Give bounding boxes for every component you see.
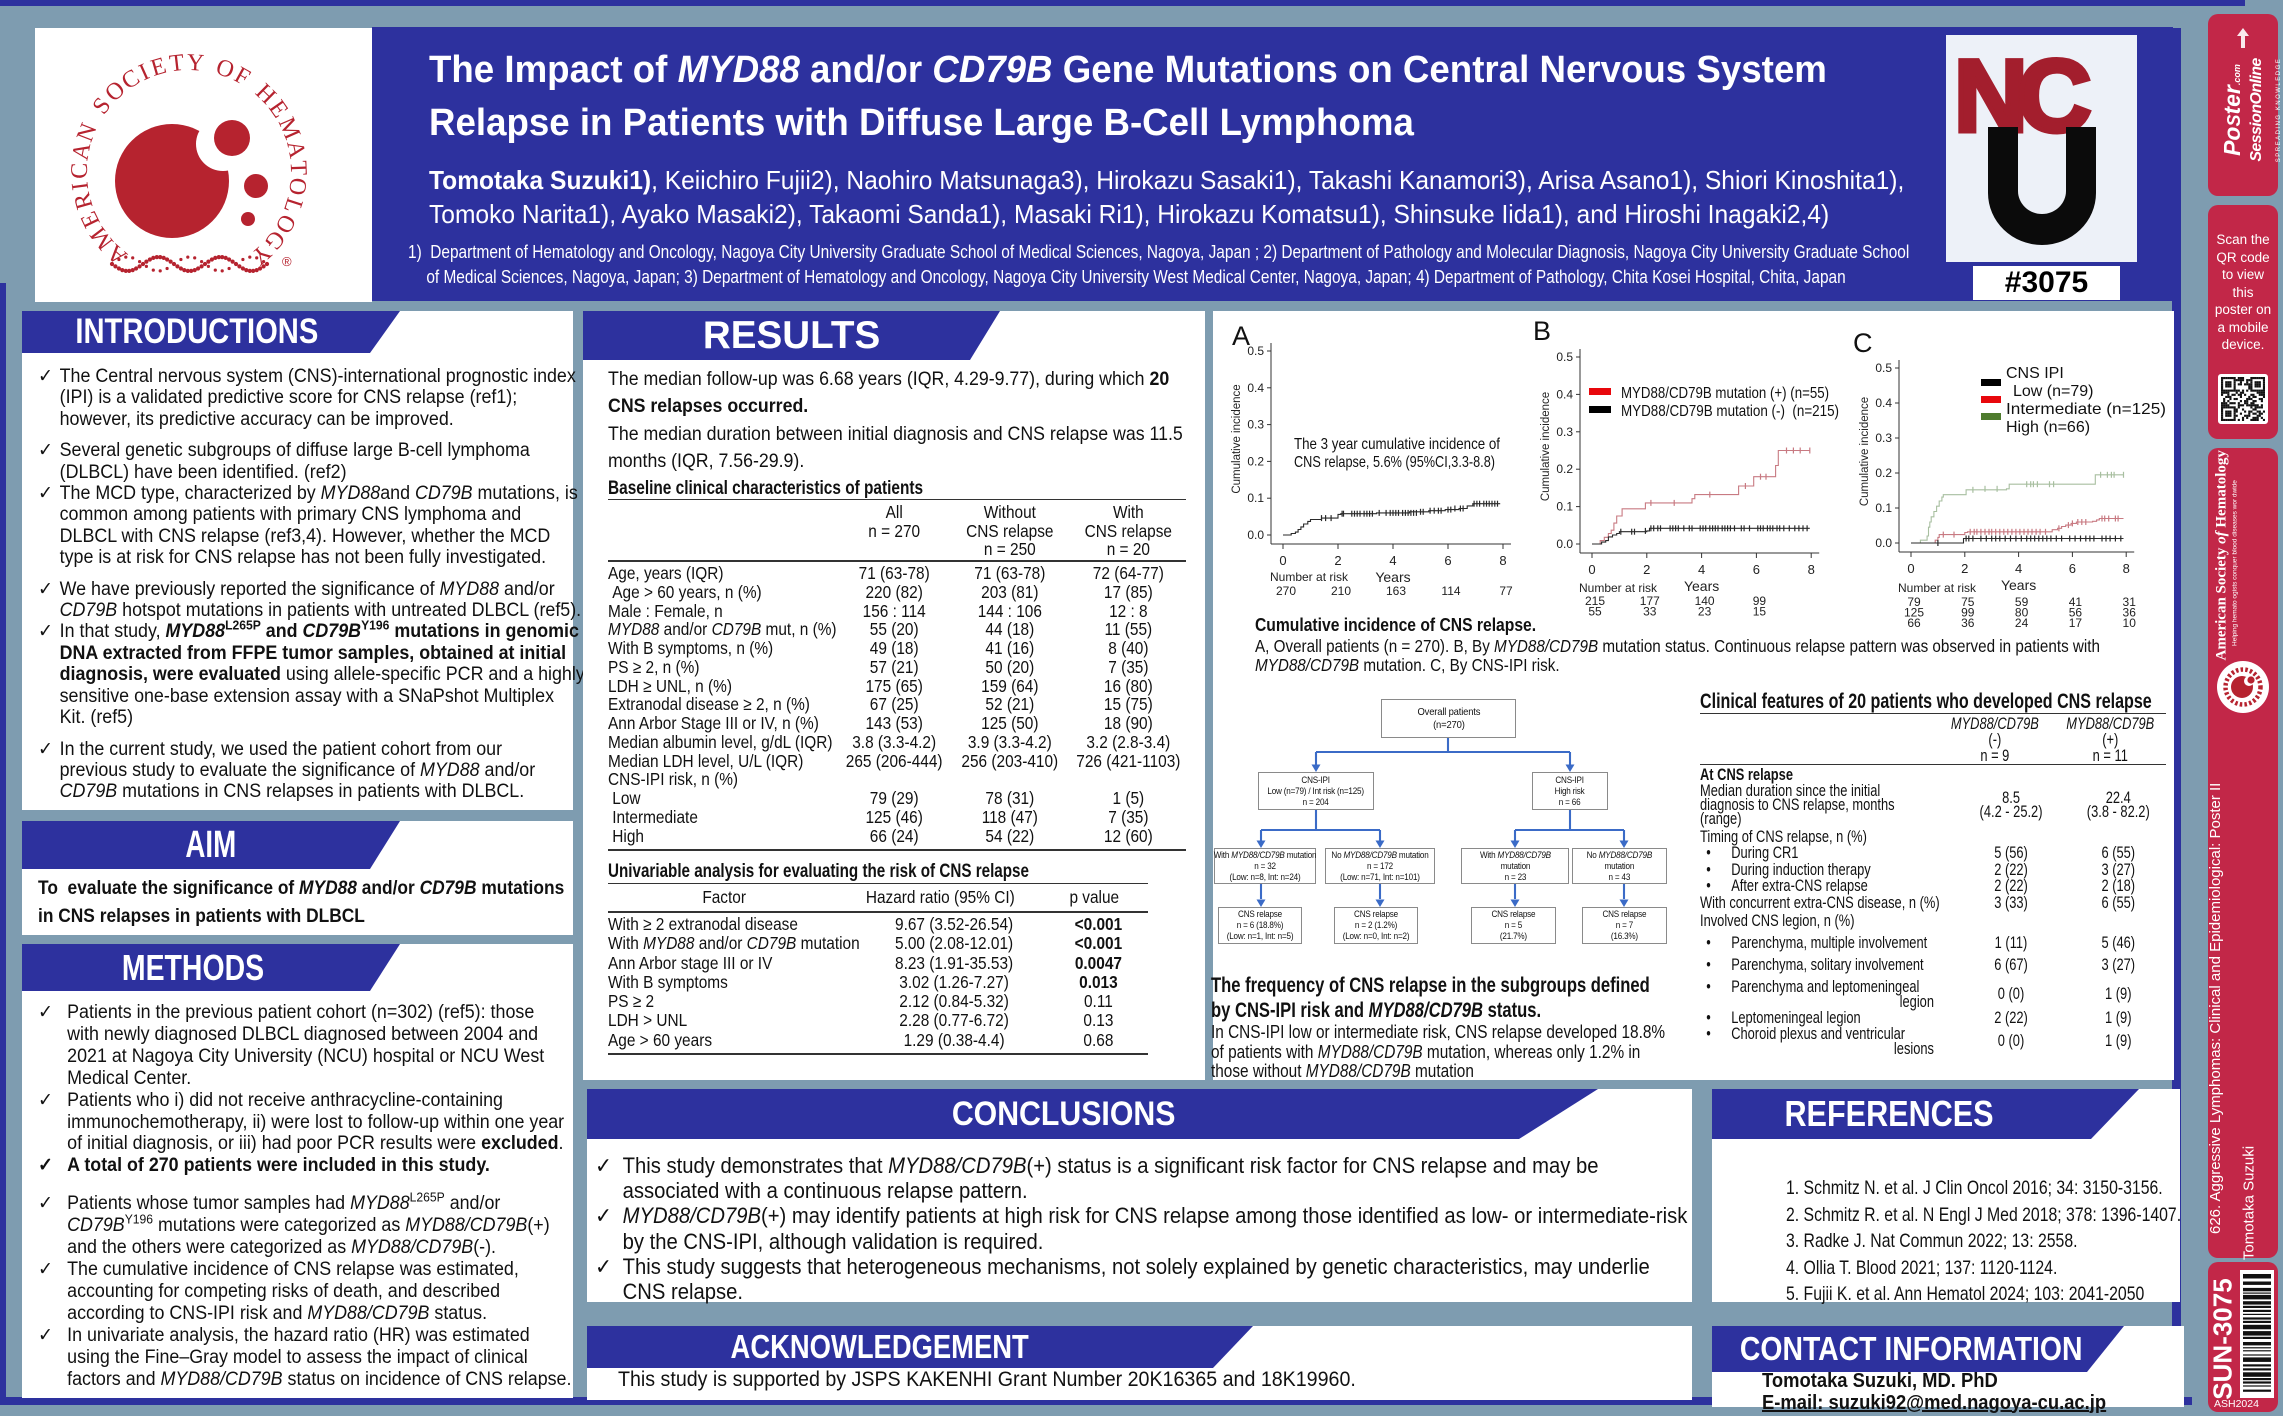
svg-text:0.5: 0.5	[1247, 344, 1264, 358]
svg-text:2: 2	[1334, 553, 1341, 568]
svg-text:17: 17	[2069, 616, 2083, 630]
svg-text:270: 270	[1276, 584, 1296, 598]
svg-text:0.5: 0.5	[1875, 361, 1892, 375]
svg-text:6: 6	[1753, 562, 1760, 577]
svg-text:2: 2	[1643, 562, 1650, 577]
svg-text:0.1: 0.1	[1556, 500, 1573, 514]
svg-text:56: 56	[2069, 606, 2083, 620]
svg-text:N: N	[72, 120, 103, 146]
svg-text:CNS IPI: CNS IPI	[2006, 365, 2064, 382]
svg-text:4: 4	[2015, 561, 2022, 576]
svg-text:0.3: 0.3	[1247, 418, 1264, 432]
svg-text:Number at risk: Number at risk	[1270, 570, 1349, 584]
svg-text:10: 10	[2123, 616, 2137, 630]
svg-text:MYD88/CD79B mutation (-) (n=2: MYD88/CD79B mutation (-) (n=215)	[1621, 403, 1839, 420]
svg-text:0.4: 0.4	[1247, 381, 1264, 395]
svg-text:Number at risk: Number at risk	[1898, 581, 1977, 595]
svg-text:59: 59	[2015, 595, 2029, 609]
svg-text:Cumulative incidence: Cumulative incidence	[1859, 397, 1871, 506]
svg-text:CNS relapse, 5.6% (95%CI,3.3-8: CNS relapse, 5.6% (95%CI,3.3-8.8)	[1294, 454, 1495, 471]
svg-text:125: 125	[1904, 606, 1924, 620]
svg-text:0.3: 0.3	[1556, 425, 1573, 439]
svg-text:0.0: 0.0	[1247, 528, 1264, 542]
svg-text:80: 80	[2015, 606, 2029, 620]
svg-text:0.2: 0.2	[1247, 454, 1264, 468]
svg-text:8: 8	[2123, 561, 2130, 576]
svg-text:4: 4	[1698, 562, 1705, 577]
svg-text:0.2: 0.2	[1556, 462, 1573, 476]
svg-text:8: 8	[1808, 562, 1815, 577]
svg-text:6: 6	[2069, 561, 2076, 576]
svg-text:0.1: 0.1	[1875, 501, 1892, 515]
svg-text:140: 140	[1695, 594, 1715, 608]
svg-text:36: 36	[1961, 616, 1975, 630]
svg-text:0: 0	[1907, 561, 1914, 576]
svg-text:99: 99	[1753, 594, 1767, 608]
svg-text:24: 24	[2015, 616, 2029, 630]
svg-text:99: 99	[1961, 606, 1975, 620]
svg-text:4: 4	[1389, 553, 1396, 568]
svg-text:Cumulative incidence: Cumulative incidence	[1231, 384, 1243, 493]
svg-text:0.0: 0.0	[1556, 537, 1573, 551]
svg-text:114: 114	[1441, 584, 1460, 598]
svg-text:The 3 year cumulative incidenc: The 3 year cumulative incidence of	[1294, 436, 1500, 453]
svg-text:Cumulative incidence: Cumulative incidence	[1540, 392, 1552, 501]
svg-text:A: A	[281, 138, 310, 161]
svg-text:Number at risk: Number at risk	[1579, 581, 1658, 595]
svg-text:®: ®	[282, 254, 292, 269]
svg-text:8: 8	[1499, 553, 1506, 568]
svg-text:36: 36	[2123, 606, 2137, 620]
svg-text:2: 2	[1961, 561, 1968, 576]
svg-text:0: 0	[1588, 562, 1595, 577]
svg-text:High (n=66): High (n=66)	[2006, 419, 2090, 436]
svg-text:163: 163	[1386, 584, 1406, 598]
svg-text:23: 23	[1698, 605, 1712, 619]
svg-text:A: A	[1232, 321, 1250, 351]
svg-text:0.0: 0.0	[1875, 536, 1892, 550]
svg-text:Y: Y	[186, 50, 205, 77]
svg-text:C: C	[67, 163, 93, 179]
svg-text:75: 75	[1961, 595, 1975, 609]
svg-text:MYD88/CD79B mutation (+) (n=55: MYD88/CD79B mutation (+) (n=55)	[1621, 385, 1829, 402]
svg-text:Years: Years	[1375, 569, 1410, 585]
svg-text:55: 55	[1588, 605, 1602, 619]
svg-text:Intermediate (n=125): Intermediate (n=125)	[2006, 401, 2166, 418]
svg-text:210: 210	[1331, 584, 1351, 598]
svg-text:A: A	[68, 140, 97, 163]
svg-text:0.4: 0.4	[1875, 396, 1892, 410]
svg-text:E: E	[148, 53, 169, 82]
svg-text:0.4: 0.4	[1556, 387, 1573, 401]
svg-text:T: T	[168, 50, 186, 78]
svg-text:6: 6	[1444, 553, 1451, 568]
svg-text:C: C	[1853, 328, 1873, 358]
svg-text:O: O	[283, 176, 311, 197]
svg-text:Years: Years	[1684, 578, 1719, 594]
svg-text:79: 79	[1907, 595, 1921, 609]
svg-text:0.3: 0.3	[1875, 431, 1892, 445]
svg-text:41: 41	[2069, 595, 2083, 609]
svg-text:Low (n=79): Low (n=79)	[2013, 383, 2094, 400]
svg-text:R: R	[69, 190, 98, 212]
svg-text:15: 15	[1753, 605, 1767, 619]
svg-text:0.2: 0.2	[1875, 466, 1892, 480]
svg-text:I: I	[67, 180, 94, 191]
svg-text:215: 215	[1585, 594, 1605, 608]
svg-text:66: 66	[1907, 616, 1921, 630]
svg-text:T: T	[285, 160, 312, 176]
svg-text:31: 31	[2123, 595, 2137, 609]
svg-text:B: B	[1533, 316, 1551, 346]
svg-text:0: 0	[1279, 553, 1286, 568]
svg-text:33: 33	[1643, 605, 1657, 619]
svg-text:Years: Years	[2001, 577, 2036, 593]
svg-text:0.1: 0.1	[1247, 491, 1264, 505]
svg-text:0.5: 0.5	[1556, 350, 1573, 364]
svg-text:77: 77	[1499, 584, 1513, 598]
svg-text:177: 177	[1640, 594, 1660, 608]
